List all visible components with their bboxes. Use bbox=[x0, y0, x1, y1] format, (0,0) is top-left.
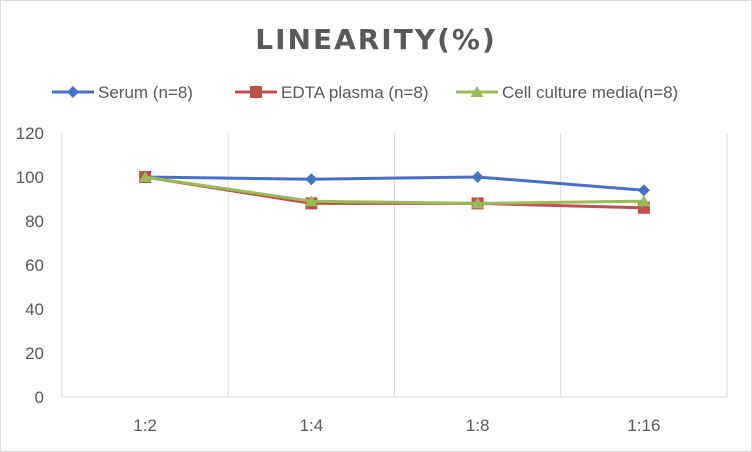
legend-item-3: Cell culture media(n=8) bbox=[456, 83, 678, 102]
legend-item-2: EDTA plasma (n=8) bbox=[235, 83, 429, 102]
data-point bbox=[637, 184, 650, 197]
data-point bbox=[637, 195, 651, 207]
legend-marker bbox=[67, 86, 79, 98]
data-point bbox=[471, 197, 485, 209]
x-tick-label: 1:2 bbox=[133, 416, 157, 435]
legend-label: Serum (n=8) bbox=[98, 83, 193, 102]
series-line bbox=[145, 175, 644, 192]
x-tick-label: 1:8 bbox=[466, 416, 490, 435]
legend-item-1: Serum (n=8) bbox=[52, 83, 193, 102]
grid bbox=[61, 133, 728, 397]
data-point bbox=[305, 173, 318, 186]
axes: 0 20 40 60 80 100 120 1:2 1:4 1:8 1:16 bbox=[16, 124, 727, 435]
legend-marker bbox=[250, 86, 262, 98]
x-tick-label: 1:16 bbox=[627, 416, 660, 435]
data-point bbox=[471, 171, 484, 183]
y-tick-label: 20 bbox=[25, 344, 44, 363]
series-layer bbox=[138, 171, 651, 214]
legend-label: Cell culture media(n=8) bbox=[502, 83, 678, 102]
x-tick-label: 1:4 bbox=[300, 416, 324, 435]
y-tick-label: 40 bbox=[25, 300, 44, 319]
data-point bbox=[304, 195, 318, 207]
series-3 bbox=[138, 171, 651, 209]
legend-label: EDTA plasma (n=8) bbox=[281, 83, 429, 102]
data-point bbox=[138, 171, 152, 182]
chart-title: LINEARITY(%) bbox=[255, 23, 497, 56]
legend: Serum (n=8) EDTA plasma (n=8) Cell culture… bbox=[52, 83, 678, 102]
y-tick-label: 0 bbox=[35, 388, 44, 407]
legend-marker bbox=[470, 86, 484, 97]
y-tick-label: 100 bbox=[16, 168, 44, 187]
y-tick-label: 60 bbox=[25, 256, 44, 275]
y-tick-label: 120 bbox=[16, 124, 44, 143]
y-tick-label: 80 bbox=[25, 212, 44, 231]
series-line bbox=[144, 175, 644, 205]
